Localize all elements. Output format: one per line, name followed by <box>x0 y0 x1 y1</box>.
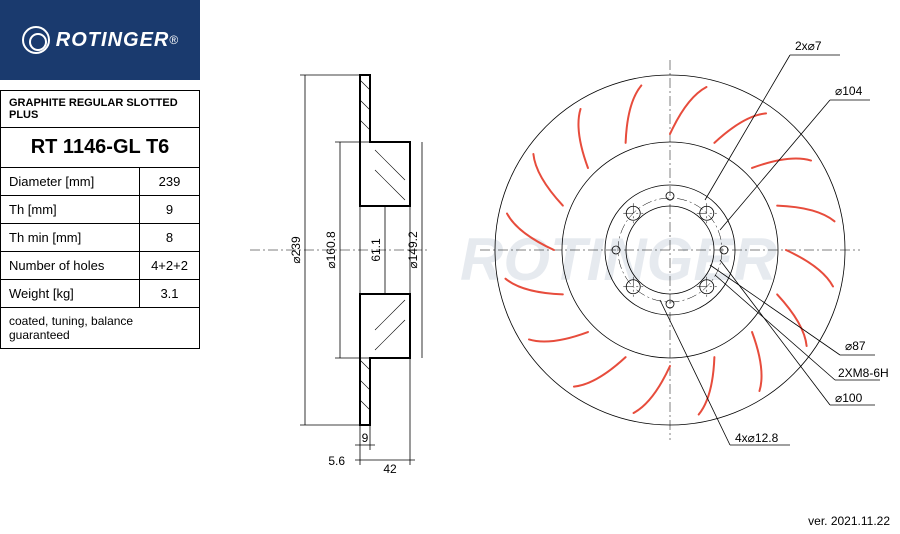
product-family: GRAPHITE REGULAR SLOTTED PLUS <box>1 91 200 128</box>
dim-depth: 42 <box>383 462 397 476</box>
spec-value: 9 <box>140 196 200 224</box>
dim-pin-holes: 2x⌀7 <box>795 39 822 53</box>
slot-line <box>777 294 806 346</box>
version-label: ver. 2021.11.22 <box>808 514 890 528</box>
dim-thickness: 9 <box>362 431 369 445</box>
dim-outer-dia: ⌀239 <box>289 236 303 264</box>
slot-line <box>529 332 588 342</box>
dim-center-bore: ⌀87 <box>845 339 866 353</box>
spec-value: 4+2+2 <box>140 252 200 280</box>
part-number: RT 1146-GL T6 <box>1 128 200 168</box>
slot-line <box>786 250 833 286</box>
spec-label: Diameter [mm] <box>1 168 140 196</box>
spec-label: Weight [kg] <box>1 280 140 308</box>
spec-label: Th [mm] <box>1 196 140 224</box>
slot-line <box>533 154 562 206</box>
brand-name: ROTINGER <box>56 29 170 52</box>
brand-logo: ROTINGER ® <box>0 0 200 80</box>
registered-icon: ® <box>169 33 178 47</box>
dim-bolt-holes: 4x⌀12.8 <box>735 431 779 445</box>
watermark: ROTINGER <box>460 226 777 293</box>
slot-line <box>670 87 706 134</box>
dim-bolt-pcd: ⌀100 <box>835 391 863 405</box>
logo-emblem-icon <box>22 26 50 54</box>
slot-line <box>752 332 762 391</box>
slot-line <box>626 85 642 142</box>
dim-offset: 5.6 <box>328 454 345 468</box>
technical-drawing: ROTINGER ⌀239 ⌀160.8 61.1 ⌀149.2 <box>210 20 890 500</box>
spec-label: Th min [mm] <box>1 224 140 252</box>
spec-value: 8 <box>140 224 200 252</box>
slot-line <box>777 206 834 222</box>
slot-line <box>714 113 766 142</box>
slot-line <box>574 357 626 386</box>
slot-line <box>578 109 588 168</box>
section-view: ⌀239 ⌀160.8 61.1 ⌀149.2 5.6 9 42 <box>250 75 430 476</box>
spec-label: Number of holes <box>1 252 140 280</box>
spec-value: 239 <box>140 168 200 196</box>
dim-step-dia: ⌀160.8 <box>324 231 338 269</box>
slot-line <box>752 158 811 168</box>
spec-table: GRAPHITE REGULAR SLOTTED PLUS RT 1146-GL… <box>0 90 200 349</box>
dim-pcd-pin: ⌀104 <box>835 84 863 98</box>
dim-face-dia: ⌀149.2 <box>406 231 420 269</box>
slot-line <box>634 366 670 413</box>
spec-value: 3.1 <box>140 280 200 308</box>
dim-thread: 2XM8-6H <box>838 366 889 380</box>
dim-hub-dia: 61.1 <box>369 238 383 262</box>
spec-note: coated, tuning, balance guaranteed <box>1 308 200 349</box>
